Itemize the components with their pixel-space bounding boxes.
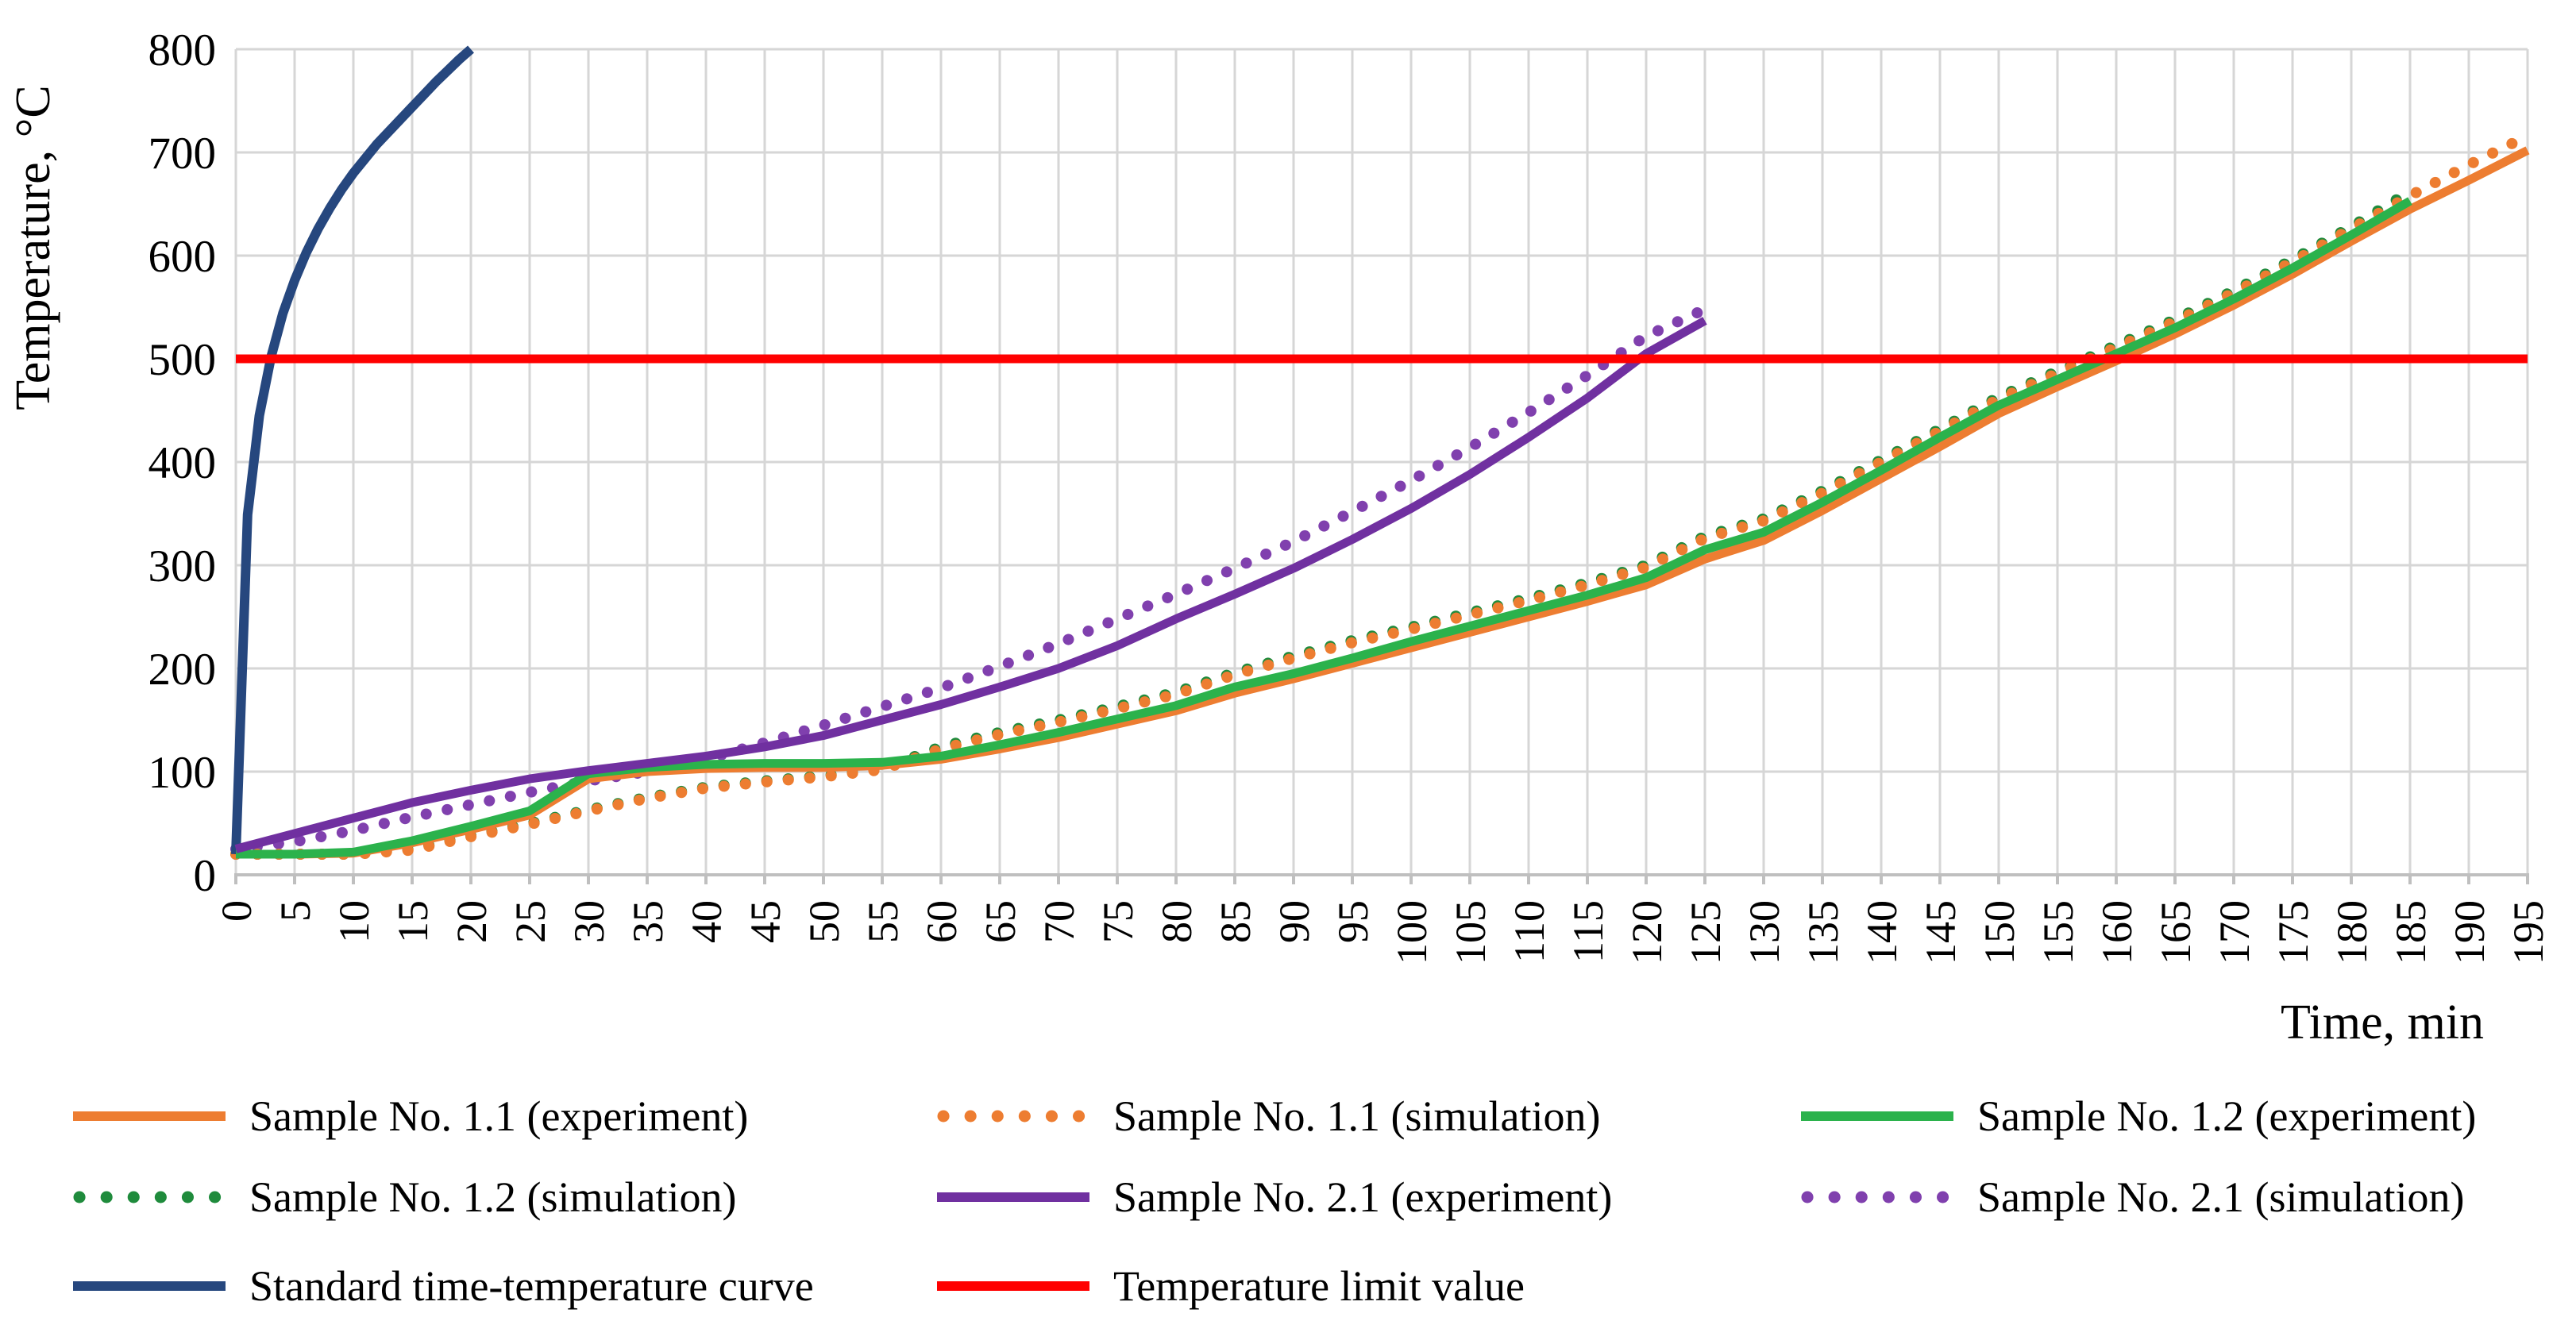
x-tick-label: 165 xyxy=(2152,900,2200,965)
x-tick-label: 115 xyxy=(1564,900,1612,963)
temperature-limit-swatch-line-icon xyxy=(937,1281,1089,1291)
y-tick-label: 800 xyxy=(148,25,217,75)
legend-label: Temperature limit value xyxy=(1113,1262,1525,1310)
legend-label: Sample No. 2.1 (simulation) xyxy=(1977,1173,2465,1221)
x-tick-label: 130 xyxy=(1741,900,1788,965)
x-tick-label: 75 xyxy=(1094,900,1142,943)
legend-label: Standard time-temperature curve xyxy=(249,1262,814,1310)
legend-item-standard-curve: Standard time-temperature curve xyxy=(71,1262,814,1310)
x-tick-label: 90 xyxy=(1271,900,1318,943)
sample-1-2-experiment-swatch-line-icon xyxy=(1801,1111,1953,1121)
y-tick-label: 0 xyxy=(194,851,217,901)
x-tick-label: 145 xyxy=(1917,900,1965,965)
legend-label: Sample No. 2.1 (experiment) xyxy=(1113,1173,1613,1221)
series-sample-2-1-experiment xyxy=(234,317,1707,853)
x-tick-label: 50 xyxy=(800,900,848,943)
legend-item-temperature-limit: Temperature limit value xyxy=(935,1262,1525,1310)
x-tick-label: 5 xyxy=(272,900,319,922)
legend-item-sample-1-1-experiment: Sample No. 1.1 (experiment) xyxy=(71,1092,749,1140)
x-tick-label: 110 xyxy=(1506,900,1553,963)
x-tick-label: 150 xyxy=(1976,900,2023,965)
series-sample-2-1-simulation xyxy=(230,303,1710,855)
x-tick-label: 95 xyxy=(1329,900,1377,943)
sample-2-1-experiment-swatch-line-icon xyxy=(937,1192,1089,1202)
series-group xyxy=(230,45,2533,860)
x-tick-label: 65 xyxy=(977,900,1024,943)
legend-label: Sample No. 1.2 (simulation) xyxy=(249,1173,737,1221)
x-tick-label: 105 xyxy=(1447,900,1494,965)
legend-label: Sample No. 1.1 (experiment) xyxy=(249,1092,749,1140)
legend-item-sample-2-1-experiment: Sample No. 2.1 (experiment) xyxy=(935,1173,1613,1221)
x-tick-label: 55 xyxy=(859,900,907,943)
x-tick-label: 125 xyxy=(1682,900,1730,965)
legend-item-sample-2-1-simulation: Sample No. 2.1 (simulation) xyxy=(1799,1173,2465,1221)
legend-item-sample-1-2-simulation: Sample No. 1.2 (simulation) xyxy=(71,1173,737,1221)
x-tick-label: 80 xyxy=(1153,900,1201,943)
x-tick-label: 70 xyxy=(1035,900,1083,943)
x-tick-label: 155 xyxy=(2034,900,2082,965)
y-tick-label: 300 xyxy=(148,541,217,591)
sample-1-1-experiment-swatch-line-icon xyxy=(73,1111,226,1121)
legend-label: Sample No. 1.2 (experiment) xyxy=(1977,1092,2477,1140)
x-tick-label: 60 xyxy=(918,900,966,943)
legend-item-sample-1-1-simulation: Sample No. 1.1 (simulation) xyxy=(935,1092,1601,1140)
y-tick-label: 400 xyxy=(148,438,217,488)
x-tick-label: 180 xyxy=(2328,900,2376,965)
y-tick-label: 500 xyxy=(148,335,217,385)
x-tick-label: 35 xyxy=(624,900,672,943)
series-standard-curve xyxy=(231,45,474,855)
x-tick-label: 30 xyxy=(565,900,613,943)
x-tick-label: 185 xyxy=(2387,900,2435,965)
x-tick-label: 140 xyxy=(1858,900,1906,965)
sample-2-1-simulation-swatch-dotted-line-icon xyxy=(1801,1191,1953,1203)
y-tick-label: 700 xyxy=(148,129,217,179)
x-tick-label: 40 xyxy=(683,900,731,943)
sample-1-1-simulation-swatch-dotted-line-icon xyxy=(937,1110,1089,1123)
x-axis-line xyxy=(234,873,2529,884)
x-tick-label: 10 xyxy=(330,900,378,943)
series-sample-1-1-experiment xyxy=(236,146,2530,859)
x-tick-label: 0 xyxy=(213,900,260,922)
x-tick-label: 175 xyxy=(2269,900,2317,965)
x-tick-label: 190 xyxy=(2446,900,2493,965)
x-tick-label: 20 xyxy=(448,900,496,943)
x-tick-label: 195 xyxy=(2505,900,2552,965)
sample-1-2-simulation-swatch-dotted-line-icon xyxy=(73,1191,226,1203)
x-tick-label: 170 xyxy=(2211,900,2258,965)
series-sample-1-1-simulation xyxy=(230,130,2533,860)
x-axis-title: Time, min xyxy=(2280,995,2485,1049)
x-tick-label: 120 xyxy=(1623,900,1671,965)
y-axis-title: Temperature, °C xyxy=(6,85,60,410)
x-tick-label: 85 xyxy=(1212,900,1259,943)
x-tick-label: 15 xyxy=(389,900,437,943)
standard-curve-swatch-line-icon xyxy=(73,1281,226,1291)
x-tick-label: 135 xyxy=(1799,900,1847,965)
y-tick-label: 100 xyxy=(148,748,217,798)
x-tick-label: 160 xyxy=(2093,900,2141,965)
y-tick-label: 600 xyxy=(148,232,217,282)
gridlines xyxy=(234,48,2529,876)
legend-item-sample-1-2-experiment: Sample No. 1.2 (experiment) xyxy=(1799,1092,2477,1140)
y-tick-label: 200 xyxy=(148,645,217,695)
x-tick-label: 25 xyxy=(507,900,554,943)
legend-label: Sample No. 1.1 (simulation) xyxy=(1113,1092,1601,1140)
x-tick-label: 45 xyxy=(742,900,789,943)
x-tick-label: 100 xyxy=(1388,900,1436,965)
